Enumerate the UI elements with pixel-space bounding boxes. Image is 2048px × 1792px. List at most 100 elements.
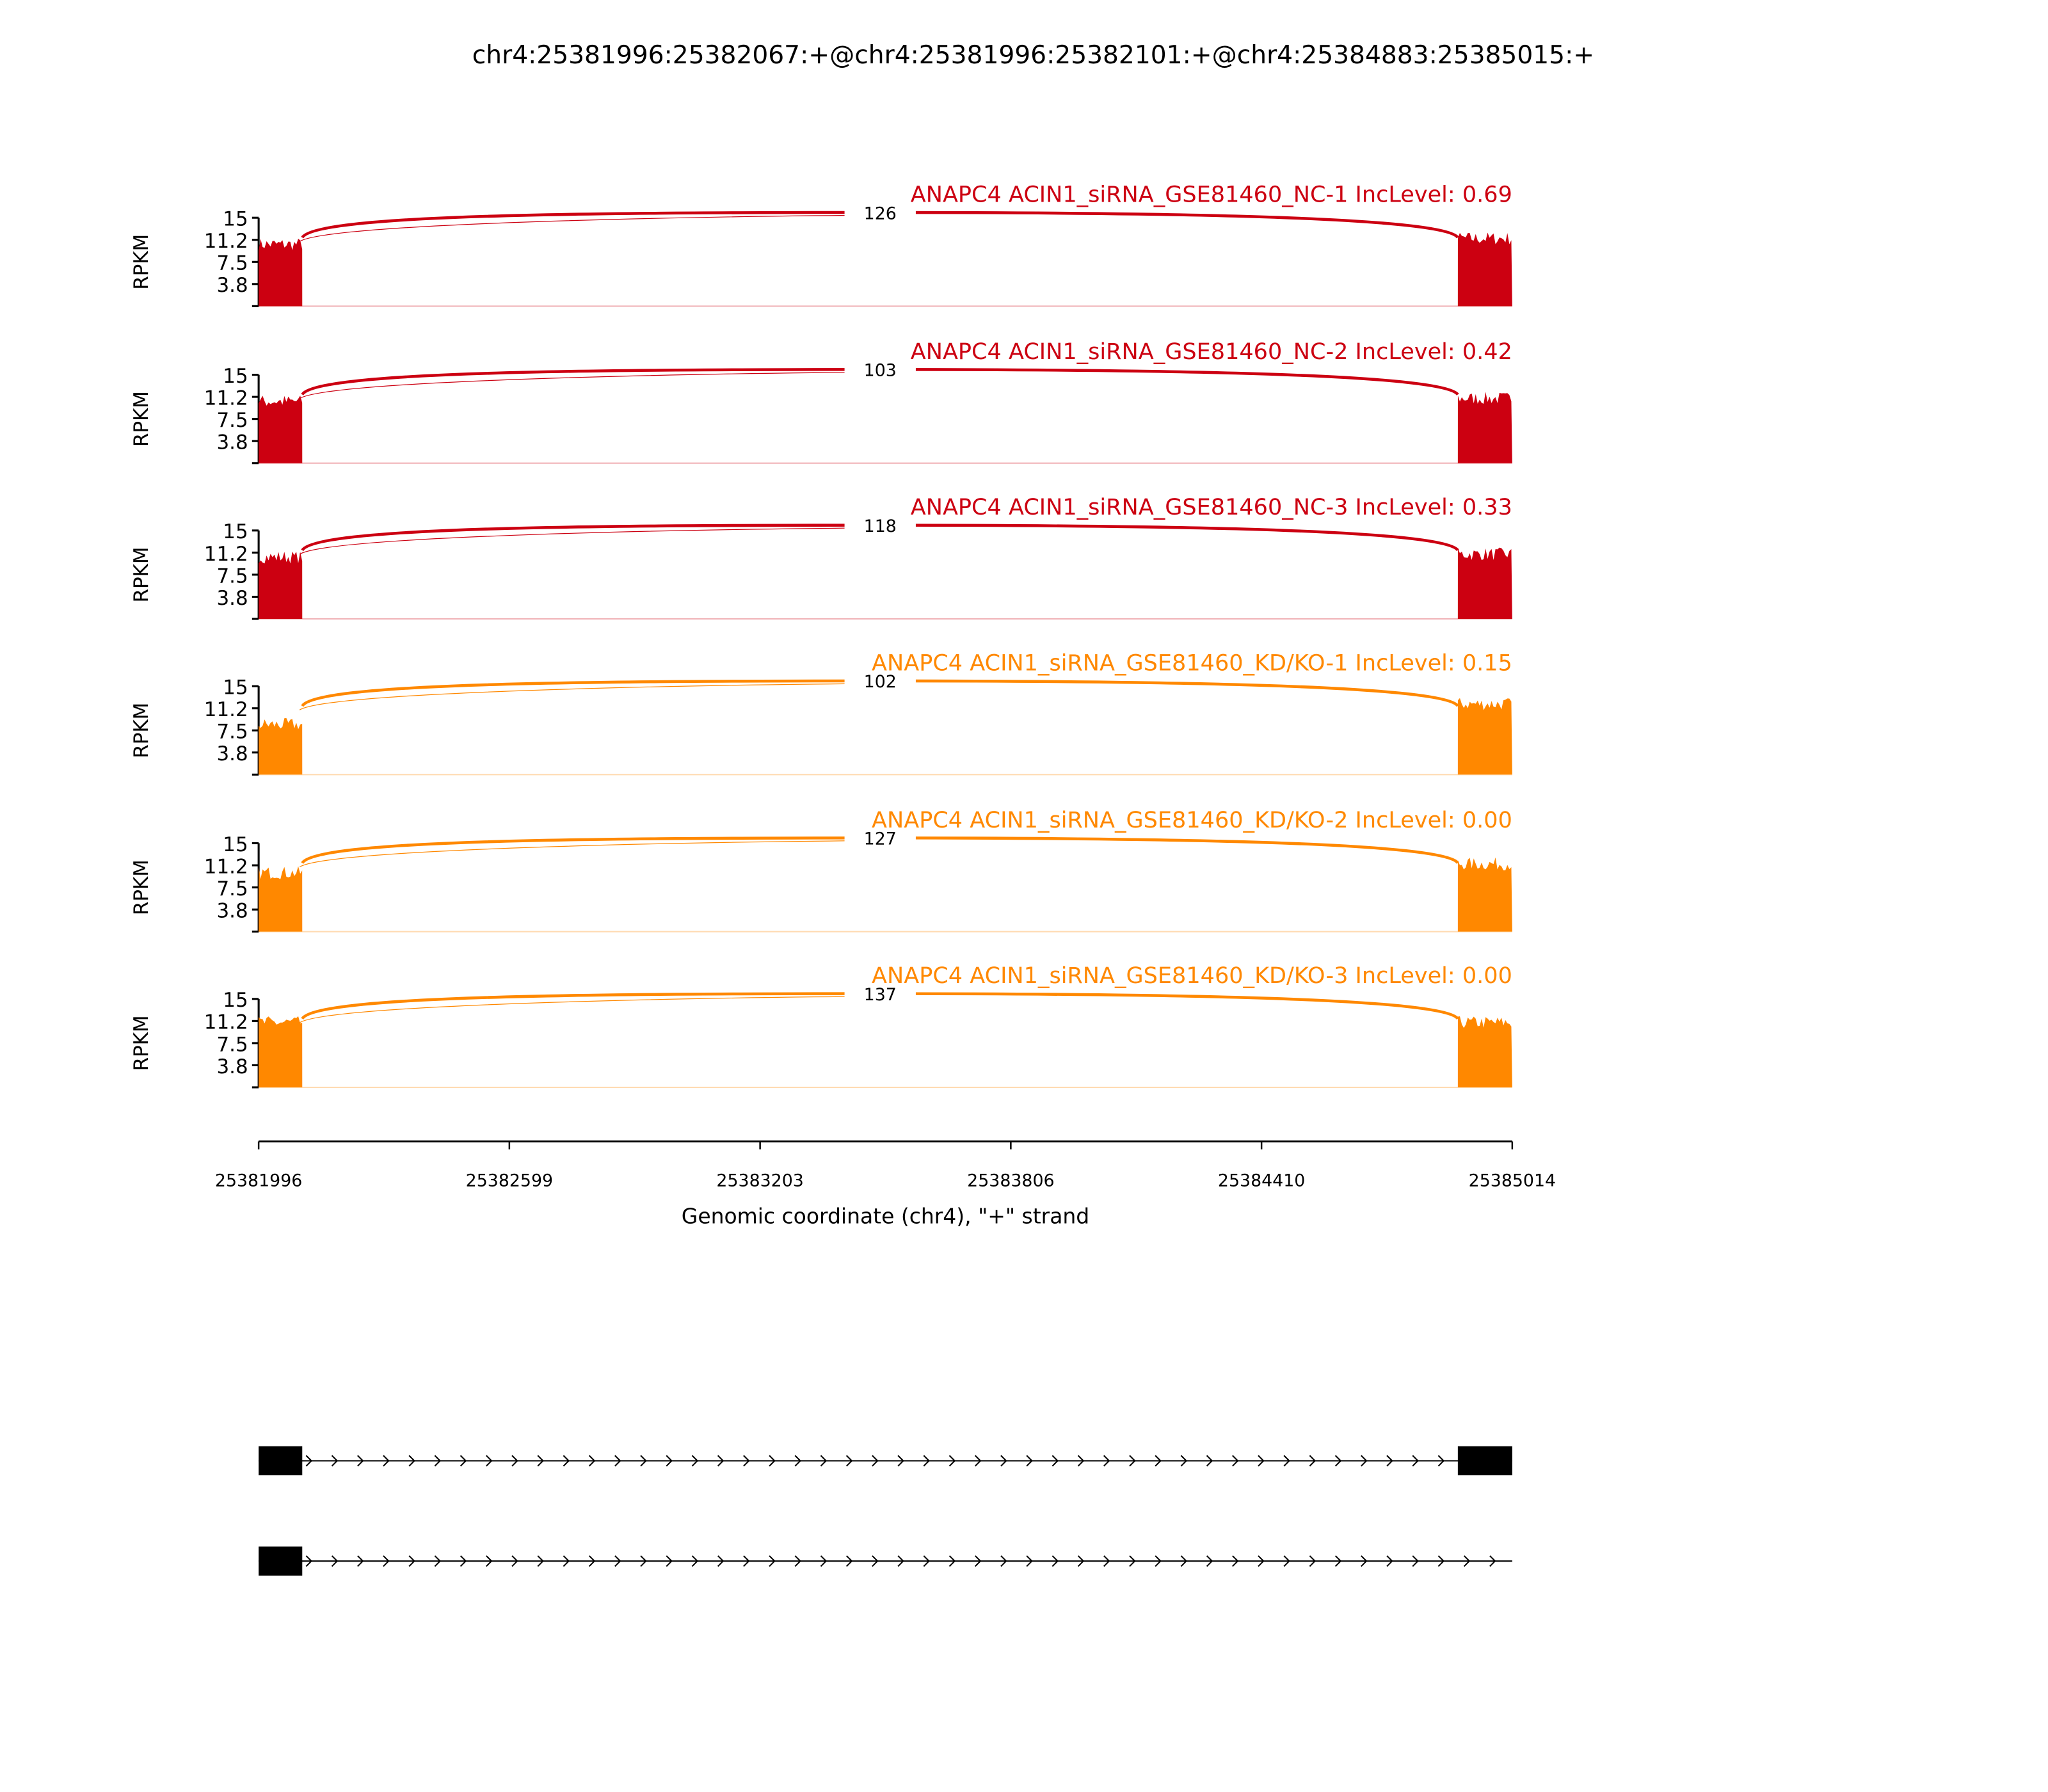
junction-arc-secondary bbox=[299, 214, 881, 242]
strand-chevron-icon bbox=[923, 1455, 931, 1467]
x-axis: 25381996 25382599 25383203 25383806 25384410… bbox=[215, 1140, 1556, 1228]
x-tick-label: 25383203 bbox=[716, 1171, 803, 1191]
exon-block bbox=[1457, 1446, 1512, 1476]
left-exon-coverage bbox=[259, 396, 303, 463]
strand-chevron-icon bbox=[820, 1455, 828, 1467]
junction-arc-secondary bbox=[299, 371, 881, 399]
y-tick-label: 3.8 bbox=[216, 900, 248, 923]
exon-block bbox=[259, 1546, 303, 1576]
junction-count-bg bbox=[844, 203, 916, 222]
y-tick-label: 7.5 bbox=[216, 409, 248, 432]
y-tick-label: 7.5 bbox=[216, 877, 248, 900]
y-tick-label: 11.2 bbox=[204, 387, 248, 410]
exon-block bbox=[259, 1446, 303, 1476]
y-tick-label: 15 bbox=[223, 989, 248, 1012]
y-tick-label: 11.2 bbox=[204, 698, 248, 721]
junction-count-bg bbox=[844, 360, 916, 379]
y-tick-label: 11.2 bbox=[204, 1011, 248, 1034]
strand-chevron-icon bbox=[305, 1555, 313, 1567]
strand-chevron-icon bbox=[434, 1455, 442, 1467]
strand-chevron-icon bbox=[1129, 1455, 1136, 1467]
y-tick-label: 15 bbox=[223, 520, 248, 543]
strand-chevron-icon bbox=[1180, 1455, 1188, 1467]
strand-chevron-icon bbox=[743, 1555, 750, 1567]
strand-chevron-icon bbox=[383, 1555, 390, 1567]
strand-chevron-icon bbox=[1000, 1555, 1007, 1567]
strand-chevron-icon bbox=[383, 1455, 390, 1467]
y-axis-label: RPKM bbox=[130, 234, 153, 290]
x-tick-label: 25385014 bbox=[1469, 1171, 1556, 1191]
strand-chevron-icon bbox=[845, 1555, 853, 1567]
strand-chevron-icon bbox=[897, 1455, 904, 1467]
junction-arc-secondary bbox=[299, 840, 881, 868]
strand-chevron-icon bbox=[486, 1455, 493, 1467]
left-exon-coverage bbox=[259, 238, 303, 307]
strand-chevron-icon bbox=[1334, 1455, 1342, 1467]
strand-chevron-icon bbox=[717, 1555, 724, 1567]
gene-models bbox=[259, 1446, 1512, 1576]
strand-chevron-icon bbox=[1258, 1455, 1265, 1467]
strand-chevron-icon bbox=[1180, 1555, 1188, 1567]
strand-chevron-icon bbox=[1000, 1455, 1007, 1467]
strand-chevron-icon bbox=[1412, 1555, 1419, 1567]
strand-chevron-icon bbox=[820, 1555, 828, 1567]
left-exon-coverage bbox=[259, 718, 303, 775]
right-exon-coverage bbox=[1457, 857, 1512, 932]
strand-chevron-icon bbox=[1206, 1555, 1213, 1567]
strand-chevron-icon bbox=[434, 1555, 442, 1567]
strand-chevron-icon bbox=[1489, 1555, 1496, 1567]
strand-chevron-icon bbox=[486, 1555, 493, 1567]
strand-chevron-icon bbox=[1077, 1555, 1085, 1567]
strand-chevron-icon bbox=[1361, 1455, 1368, 1467]
strand-chevron-icon bbox=[511, 1455, 518, 1467]
junction-arc-secondary bbox=[299, 996, 881, 1023]
sample-label: ANAPC4 ACIN1_siRNA_GSE81460_NC-3 IncLeve… bbox=[911, 494, 1512, 520]
strand-chevron-icon bbox=[408, 1455, 415, 1467]
y-tick-label: 7.5 bbox=[216, 1033, 248, 1056]
transcript-model bbox=[259, 1546, 1512, 1576]
strand-chevron-icon bbox=[460, 1455, 467, 1467]
strand-chevron-icon bbox=[1103, 1555, 1110, 1567]
y-tick-label: 11.2 bbox=[204, 543, 248, 566]
strand-chevron-icon bbox=[408, 1555, 415, 1567]
junction-count-label: 102 bbox=[864, 672, 897, 692]
y-tick-label: 7.5 bbox=[216, 252, 248, 275]
strand-chevron-icon bbox=[331, 1455, 339, 1467]
strand-chevron-icon bbox=[948, 1555, 956, 1567]
strand-chevron-icon bbox=[1103, 1455, 1110, 1467]
strand-chevron-icon bbox=[357, 1555, 364, 1567]
strand-chevron-icon bbox=[845, 1455, 853, 1467]
right-exon-coverage bbox=[1457, 1016, 1512, 1087]
strand-chevron-icon bbox=[743, 1455, 750, 1467]
strand-chevron-icon bbox=[948, 1455, 956, 1467]
strand-chevron-icon bbox=[614, 1555, 621, 1567]
y-tick-label: 15 bbox=[223, 208, 248, 231]
right-exon-coverage bbox=[1457, 547, 1512, 620]
strand-chevron-icon bbox=[794, 1555, 801, 1567]
left-exon-coverage bbox=[259, 1016, 303, 1087]
junction-count-label: 126 bbox=[864, 204, 897, 223]
sample-label: ANAPC4 ACIN1_siRNA_GSE81460_NC-2 IncLeve… bbox=[911, 339, 1512, 365]
strand-chevron-icon bbox=[1309, 1555, 1316, 1567]
strand-chevron-icon bbox=[769, 1555, 776, 1567]
y-tick-label: 7.5 bbox=[216, 564, 248, 588]
strand-chevron-icon bbox=[331, 1555, 339, 1567]
junction-arc-secondary bbox=[299, 527, 881, 555]
strand-chevron-icon bbox=[1361, 1555, 1368, 1567]
junction-count-bg bbox=[844, 516, 916, 535]
strand-chevron-icon bbox=[1129, 1555, 1136, 1567]
strand-chevron-icon bbox=[460, 1555, 467, 1567]
y-tick-label: 7.5 bbox=[216, 721, 248, 744]
left-exon-coverage bbox=[259, 551, 303, 620]
strand-chevron-icon bbox=[1283, 1455, 1290, 1467]
y-tick-label: 15 bbox=[223, 833, 248, 856]
strand-chevron-icon bbox=[1232, 1455, 1239, 1467]
strand-chevron-icon bbox=[1155, 1455, 1162, 1467]
strand-chevron-icon bbox=[588, 1555, 596, 1567]
strand-chevron-icon bbox=[1155, 1555, 1162, 1567]
y-tick-label: 3.8 bbox=[216, 431, 248, 454]
strand-chevron-icon bbox=[563, 1555, 570, 1567]
strand-chevron-icon bbox=[1386, 1555, 1393, 1567]
